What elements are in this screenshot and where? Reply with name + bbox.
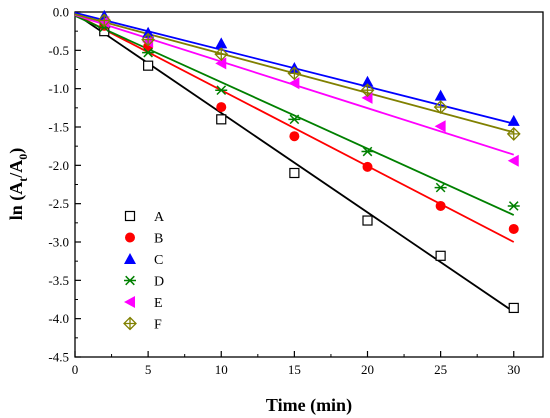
legend-label-e: E — [154, 296, 163, 311]
y-tick-label: -2.5 — [48, 196, 69, 211]
legend-label-b: B — [154, 232, 163, 247]
legend-marker-e — [124, 296, 135, 308]
legend-label-a: A — [154, 210, 165, 225]
point-d — [288, 114, 301, 125]
fit-lines — [74, 11, 515, 313]
point-b — [508, 223, 519, 234]
point-f — [141, 32, 156, 47]
point-a — [435, 250, 446, 261]
y-tick-label: -2.0 — [48, 158, 69, 173]
y-tick-label: -0.5 — [48, 43, 69, 58]
x-tick-label: 20 — [361, 362, 374, 377]
point-d — [361, 146, 374, 157]
legend-marker-f — [123, 316, 137, 331]
fit-line-b — [74, 13, 515, 243]
point-c — [215, 37, 228, 49]
legend-marker-c — [124, 253, 136, 264]
y-tick-label: -1.0 — [48, 81, 69, 96]
x-tick-label: 10 — [215, 362, 228, 377]
point-a — [362, 215, 373, 226]
y-axis-title-sub1: t — [16, 178, 30, 182]
point-c — [434, 89, 447, 101]
point-d — [434, 182, 447, 193]
point-d — [215, 85, 228, 96]
x-tick-label: 0 — [72, 362, 79, 377]
legend-label-d: D — [154, 275, 164, 290]
point-b — [435, 200, 446, 211]
point-b — [362, 161, 373, 172]
data-points — [97, 9, 521, 314]
y-axis-title-mid: /A — [6, 160, 26, 179]
legend-marker-b — [125, 232, 135, 243]
axis-ticks: 0 5 10 15 20 25 30 0.0 -0.5 -1.0 -1.5 -2.0 -2.5 -3.0 -… — [48, 5, 520, 378]
point-a — [143, 60, 154, 71]
y-axis-title-sub2: 0 — [16, 154, 30, 160]
y-axis-title-prefix: ln (A — [6, 182, 27, 221]
point-e — [288, 77, 300, 90]
x-tick-label: 30 — [507, 362, 520, 377]
point-f — [360, 83, 375, 98]
legend-label-f: F — [154, 318, 162, 333]
legend-marker-d — [124, 275, 136, 286]
point-f — [214, 47, 229, 62]
y-tick-label: -4.5 — [48, 350, 69, 365]
point-f — [287, 66, 302, 81]
point-e — [434, 120, 446, 133]
y-tick-label: -3.0 — [48, 235, 69, 250]
point-b — [216, 102, 227, 113]
y-axis-title-suffix: ) — [6, 148, 27, 154]
legend-label-c: C — [154, 253, 163, 268]
y-axis-title: ln (At/A0) — [6, 148, 30, 221]
y-tick-label: -3.5 — [48, 273, 69, 288]
point-c — [361, 75, 374, 87]
fit-line-a — [74, 12, 515, 313]
point-a — [289, 167, 300, 179]
point-e — [215, 57, 227, 70]
x-axis-title: Time (min) — [266, 395, 352, 416]
point-c — [142, 26, 155, 38]
x-tick-label: 15 — [288, 362, 301, 377]
point-e — [507, 154, 519, 167]
legend-marker-a — [124, 210, 136, 222]
point-f — [97, 13, 112, 28]
point-f — [433, 100, 448, 114]
y-tick-label: -1.5 — [48, 120, 69, 135]
point-d — [507, 201, 520, 211]
point-d — [142, 47, 155, 58]
x-tick-label: 5 — [145, 362, 152, 377]
point-a — [508, 302, 519, 314]
x-tick-label: 25 — [434, 362, 447, 377]
y-tick-label: -4.0 — [48, 311, 69, 326]
point-c — [507, 114, 520, 126]
point-b — [289, 131, 300, 142]
point-f — [506, 126, 521, 141]
y-tick-label: 0.0 — [53, 5, 69, 20]
point-a — [216, 114, 227, 125]
